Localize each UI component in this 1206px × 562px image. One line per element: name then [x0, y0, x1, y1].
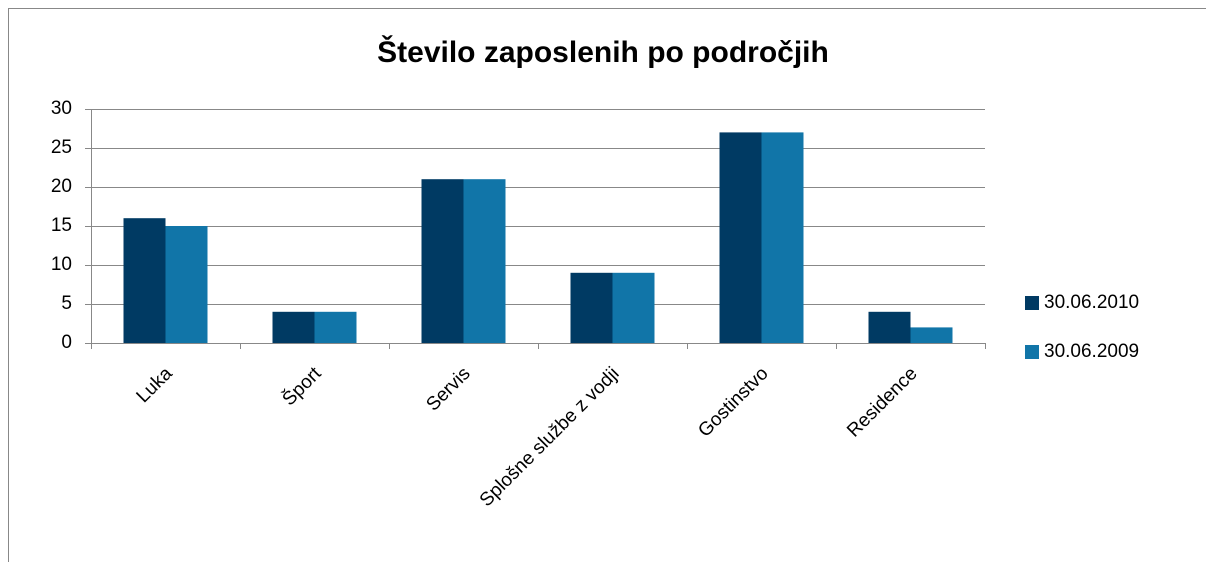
bar	[570, 272, 613, 343]
chart-border	[8, 8, 1206, 562]
y-tick-label: 0	[61, 332, 72, 353]
y-tick-label: 5	[61, 293, 72, 314]
bar	[761, 132, 804, 343]
y-tick-label: 20	[51, 176, 72, 197]
x-tick-label: Luka	[133, 363, 177, 407]
bar	[910, 327, 953, 343]
bar	[868, 311, 911, 343]
legend-label: 30.06.2009	[1044, 341, 1139, 362]
x-tick-label: Splošne službe z vodji	[476, 363, 624, 511]
chart-title: Število zaposlenih po področjih	[377, 35, 829, 69]
bar	[719, 132, 762, 343]
x-tick-label: Servis	[422, 363, 474, 415]
legend-swatch	[1025, 345, 1039, 359]
y-tick-label: 25	[51, 137, 72, 158]
bar	[421, 179, 464, 343]
x-tick-label: Šport	[278, 362, 326, 410]
legend-label: 30.06.2010	[1044, 292, 1139, 313]
x-tick-label: Gostinstvo	[694, 363, 772, 441]
bar	[463, 179, 506, 343]
bar	[165, 226, 208, 343]
legend-swatch	[1025, 296, 1039, 310]
y-tick-label: 15	[51, 215, 72, 236]
y-tick-label: 30	[51, 98, 72, 119]
y-tick-label: 10	[51, 254, 72, 275]
bar	[314, 311, 357, 343]
bar	[272, 311, 315, 343]
bar	[612, 272, 655, 343]
x-tick-label: Residence	[843, 363, 921, 441]
bar	[123, 218, 166, 343]
